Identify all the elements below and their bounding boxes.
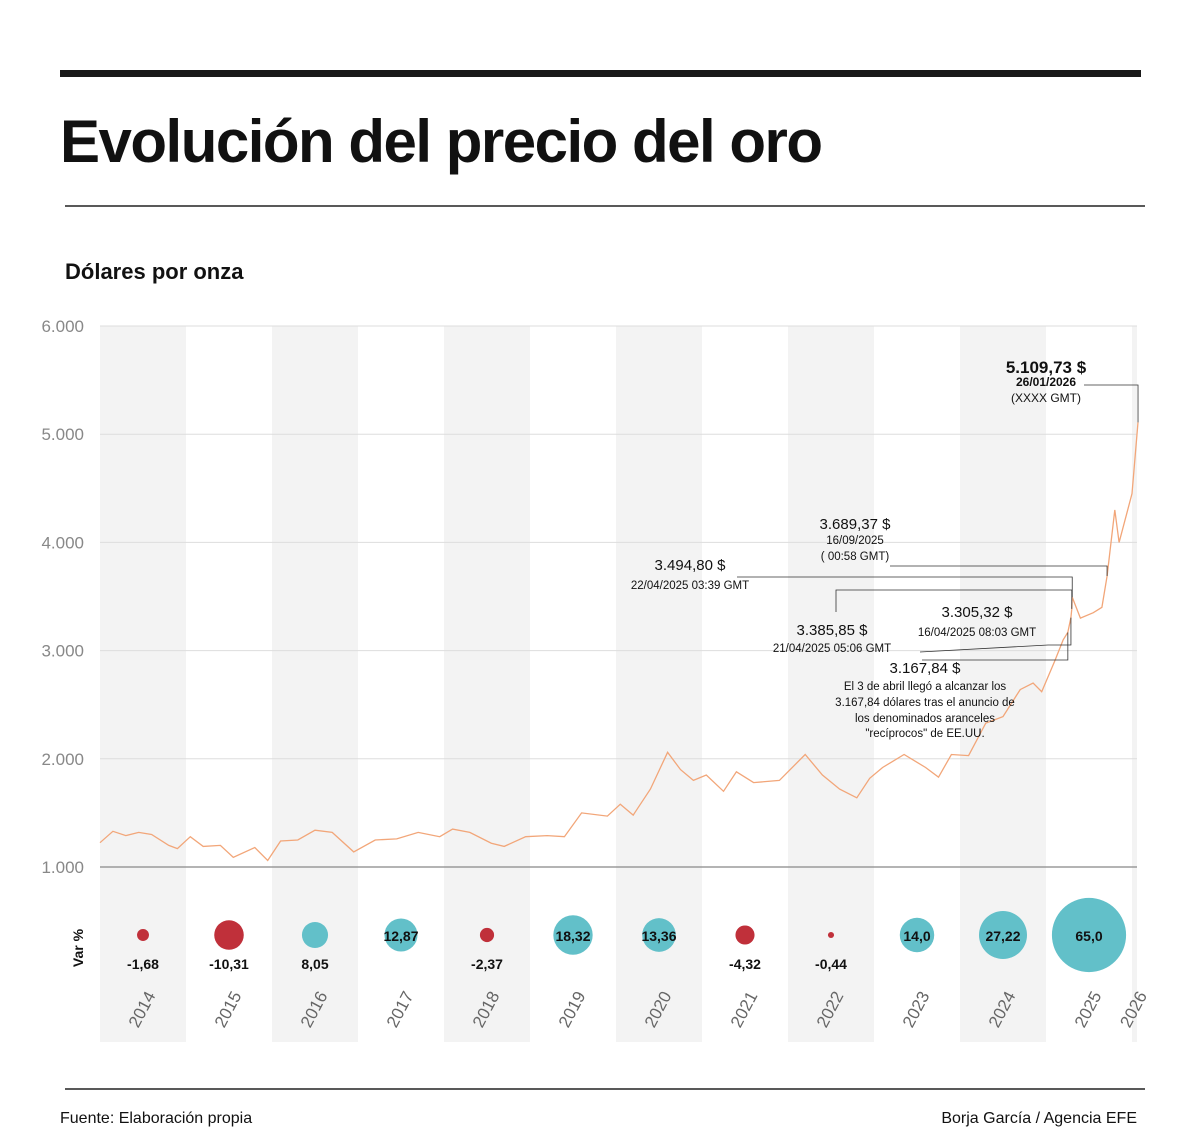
- y-tick-label: 2.000: [41, 750, 84, 769]
- bubble: [827, 931, 835, 939]
- bubble: [384, 918, 418, 952]
- y-tick-label: 3.000: [41, 642, 84, 661]
- x-tick-label: 2021: [727, 988, 762, 1030]
- leader-line: [890, 565, 1108, 577]
- x-tick-label: 2019: [555, 988, 590, 1030]
- y-tick-label: 6.000: [41, 317, 84, 336]
- year-band: [788, 326, 874, 1042]
- leader-line: [835, 589, 1073, 612]
- value-label: -4,32: [729, 956, 761, 972]
- y-axis-label: Var %: [70, 928, 86, 967]
- annotation-text: 16/04/2025 08:03 GMT: [918, 627, 1036, 639]
- x-tick-label: 2015: [211, 988, 246, 1030]
- year-band: [1132, 326, 1137, 1042]
- y-tick-label: 4.000: [41, 533, 84, 552]
- annotation-text: 26/01/2026: [1016, 375, 1076, 389]
- value-label: 18,32: [555, 928, 590, 944]
- leader-line: [737, 576, 1073, 598]
- value-label: 65,0: [1075, 928, 1102, 944]
- annotation-text: (XXXX GMT): [1011, 391, 1081, 405]
- annotation-text: "recíprocos" de EE.UU.: [865, 728, 984, 740]
- annotation-text: 22/04/2025 03:39 GMT: [631, 580, 749, 592]
- bubble: [899, 917, 935, 953]
- bubble: [137, 929, 149, 941]
- bubble: [553, 915, 593, 955]
- leader-line: [919, 617, 1072, 653]
- annotation-text: 21/04/2025 05:06 GMT: [773, 643, 891, 655]
- annotation-value: 3.305,32 $: [942, 604, 1014, 621]
- value-label: 12,87: [383, 928, 418, 944]
- value-label: -10,31: [209, 956, 249, 972]
- top-rule: [60, 70, 1141, 77]
- value-label: 13,36: [641, 928, 676, 944]
- value-label: 27,22: [985, 928, 1020, 944]
- year-band: [100, 326, 186, 1042]
- price-line: [99, 422, 1139, 862]
- annotation-value: 5.109,73 $: [1006, 358, 1087, 377]
- source: Fuente: Elaboración propia: [60, 1110, 252, 1127]
- annotation-text: los denominados aranceles: [855, 713, 995, 725]
- leader-line: [1084, 384, 1139, 423]
- annotation-value: 3.689,37 $: [820, 516, 892, 533]
- x-tick-label: 2025: [1071, 988, 1106, 1030]
- annotation-text: 3.167,84 dólares tras el anuncio de: [835, 697, 1015, 709]
- x-tick-label: 2023: [899, 988, 934, 1030]
- year-band: [444, 326, 530, 1042]
- annotation-value: 3.494,80 $: [655, 557, 727, 574]
- bubble: [642, 918, 676, 952]
- value-label: -2,37: [471, 956, 503, 972]
- bubble: [735, 925, 755, 945]
- x-tick-label: 2026: [1116, 988, 1151, 1030]
- value-label: 14,0: [903, 928, 930, 944]
- x-tick-label: 2017: [383, 988, 418, 1030]
- bubble: [214, 920, 244, 950]
- leader-line: [922, 632, 1069, 661]
- bubble: [479, 927, 495, 943]
- annotation-text: El 3 de abril llegó a alcanzar los: [844, 681, 1007, 693]
- bubble: [1051, 897, 1127, 973]
- y-tick-label: 1.000: [41, 858, 84, 877]
- value-label: -0,44: [815, 956, 847, 972]
- annotation-value: 3.167,84 $: [890, 660, 962, 677]
- bubble: [301, 921, 329, 949]
- y-tick-label: 5.000: [41, 425, 84, 444]
- value-label: -1,68: [127, 956, 159, 972]
- annotation-text: ( 00:58 GMT): [821, 551, 890, 563]
- annotation-text: 16/09/2025: [826, 535, 884, 547]
- title: Evolución del precio del oro: [60, 108, 821, 175]
- bubble: [979, 911, 1027, 959]
- value-label: 8,05: [301, 956, 328, 972]
- credit: Borja García / Agencia EFE: [941, 1110, 1137, 1127]
- annotation-value: 3.385,85 $: [797, 622, 869, 639]
- subtitle: Dólares por onza: [65, 259, 244, 284]
